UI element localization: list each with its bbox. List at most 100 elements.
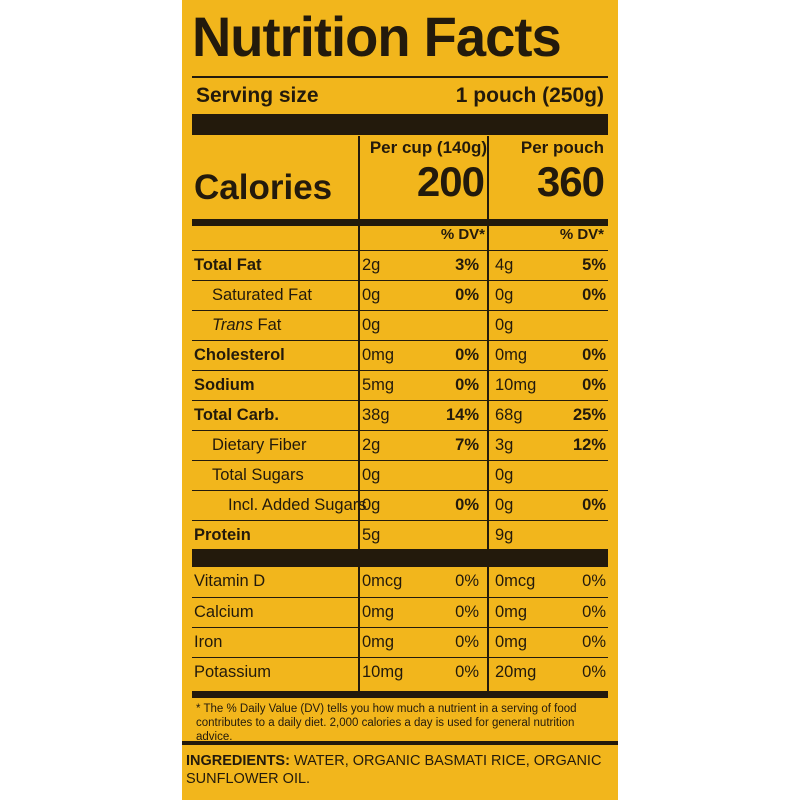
pouch-amount: 0mg bbox=[495, 633, 528, 651]
footnote-rule bbox=[192, 691, 608, 698]
nutrient-name: Total Fat bbox=[194, 256, 262, 274]
pouch-amount: 0g bbox=[495, 496, 514, 514]
trans-rest: Fat bbox=[252, 316, 282, 334]
nutrient-row-protein: Protein 5g 9g bbox=[192, 520, 608, 550]
pouch-dv: 0% bbox=[582, 572, 606, 590]
vitamin-row-iron: Iron 0mg 0% 0mg 0% bbox=[192, 627, 608, 657]
nutrient-name: Iron bbox=[194, 633, 223, 651]
pouch-dv: 0% bbox=[582, 663, 606, 681]
pouch-dv: 0% bbox=[582, 286, 606, 304]
pouch-amount: 68g bbox=[495, 406, 523, 424]
cup-amount: 38g bbox=[362, 406, 390, 424]
title-rule bbox=[192, 76, 608, 78]
cup-amount: 5mg bbox=[362, 376, 395, 394]
nutrient-name: Total Carb. bbox=[194, 406, 279, 424]
pouch-dv: 25% bbox=[572, 406, 606, 424]
nutrient-row-sodium: Sodium 5mg 0% 10mg 0% bbox=[192, 370, 608, 400]
nutrient-name: Calcium bbox=[194, 603, 254, 621]
nutrient-row-dietary-fiber: Dietary Fiber 2g 7% 3g 12% bbox=[192, 430, 608, 460]
cup-amount: 0mg bbox=[362, 346, 395, 364]
nutrient-row-trans-fat: Trans Fat 0g 0g bbox=[192, 310, 608, 340]
nutrient-row-added-sugars: Incl. Added Sugars 0g 0% 0g 0% bbox=[192, 490, 608, 520]
column-divider-left bbox=[358, 136, 360, 693]
vitamin-row-vitamin-d: Vitamin D 0mcg 0% 0mcg 0% bbox=[192, 567, 608, 597]
cup-amount: 0mcg bbox=[362, 572, 403, 590]
pouch-amount: 20mg bbox=[495, 663, 537, 681]
nutrient-row-total-fat: Total Fat 2g 3% 4g 5% bbox=[192, 250, 608, 280]
nutrient-name: Dietary Fiber bbox=[212, 436, 307, 454]
nutrient-name: Total Sugars bbox=[212, 466, 304, 484]
pouch-amount: 9g bbox=[495, 526, 514, 544]
pouch-amount: 0g bbox=[495, 466, 514, 484]
cup-dv: 0% bbox=[455, 496, 479, 514]
cup-amount: 0g bbox=[362, 316, 381, 334]
per-cup-header: Per cup (140g) bbox=[369, 138, 487, 157]
cup-dv: 0% bbox=[455, 633, 479, 651]
nutrient-row-total-carb: Total Carb. 38g 14% 68g 25% bbox=[192, 400, 608, 430]
cup-dv: 14% bbox=[445, 406, 479, 424]
nutrition-facts-title: Nutrition Facts bbox=[192, 5, 562, 68]
ingredients-list: WATER, ORGANIC BASMATI RICE, ORGANIC SUN… bbox=[186, 753, 602, 787]
ingredients-text: INGREDIENTS: WATER, ORGANIC BASMATI RICE… bbox=[186, 752, 616, 788]
nutrient-name: Incl. Added Sugars bbox=[228, 496, 367, 514]
protein-thick-rule bbox=[192, 549, 608, 567]
pouch-dv: 5% bbox=[582, 256, 606, 274]
cup-amount: 0g bbox=[362, 466, 381, 484]
pouch-dv: 12% bbox=[572, 436, 606, 454]
pouch-amount: 10mg bbox=[495, 376, 537, 394]
nutrient-name: Potassium bbox=[194, 663, 272, 681]
cup-dv: 0% bbox=[455, 346, 479, 364]
serving-thick-rule bbox=[192, 114, 608, 135]
pouch-dv: 0% bbox=[582, 633, 606, 651]
cup-amount: 0mg bbox=[362, 633, 395, 651]
cup-amount: 0mg bbox=[362, 603, 395, 621]
cup-dv: 0% bbox=[455, 376, 479, 394]
pouch-amount: 0mg bbox=[495, 346, 528, 364]
cup-dv: 0% bbox=[455, 572, 479, 590]
nutrient-name: Sodium bbox=[194, 376, 255, 394]
cup-dv: 0% bbox=[455, 286, 479, 304]
nutrient-name: Trans Fat bbox=[212, 316, 281, 335]
nutrient-name: Vitamin D bbox=[194, 572, 266, 590]
calories-per-pouch: 360 bbox=[536, 158, 605, 205]
dv-header-cup: % DV* bbox=[440, 226, 485, 243]
nutrient-row-cholesterol: Cholesterol 0mg 0% 0mg 0% bbox=[192, 340, 608, 370]
nutrient-name: Saturated Fat bbox=[212, 286, 312, 304]
pouch-amount: 3g bbox=[495, 436, 514, 454]
cup-amount: 2g bbox=[362, 256, 381, 274]
pouch-amount: 4g bbox=[495, 256, 514, 274]
nutrient-row-saturated-fat: Saturated Fat 0g 0% 0g 0% bbox=[192, 280, 608, 310]
nutrient-name: Cholesterol bbox=[194, 346, 285, 364]
serving-size-label: Serving size bbox=[196, 84, 319, 107]
trans-italic: Trans bbox=[212, 316, 253, 334]
nutrient-row-total-sugars: Total Sugars 0g 0g bbox=[192, 460, 608, 490]
pouch-dv: 0% bbox=[582, 346, 606, 364]
pouch-amount: 0g bbox=[495, 286, 514, 304]
pouch-amount: 0mcg bbox=[495, 572, 536, 590]
pouch-dv: 0% bbox=[582, 603, 606, 621]
calories-label: Calories bbox=[194, 168, 333, 207]
cup-dv: 7% bbox=[455, 436, 479, 454]
vitamin-row-potassium: Potassium 10mg 0% 20mg 0% bbox=[192, 657, 608, 687]
daily-value-footnote: * The % Daily Value (DV) tells you how m… bbox=[196, 703, 577, 743]
cup-amount: 2g bbox=[362, 436, 381, 454]
vitamin-row-calcium: Calcium 0mg 0% 0mg 0% bbox=[192, 597, 608, 627]
cup-amount: 10mg bbox=[362, 663, 404, 681]
pouch-dv: 0% bbox=[582, 496, 606, 514]
column-divider-right bbox=[487, 136, 489, 693]
nutrition-facts-panel: Nutrition Facts Serving size 1 pouch (25… bbox=[182, 0, 618, 800]
calories-rule bbox=[192, 219, 608, 226]
nutrient-name: Protein bbox=[194, 526, 251, 544]
pouch-amount: 0mg bbox=[495, 603, 528, 621]
serving-size-value: 1 pouch (250g) bbox=[455, 84, 604, 107]
ingredients-rule bbox=[182, 741, 618, 745]
dv-header-pouch: % DV* bbox=[559, 226, 604, 243]
cup-dv: 3% bbox=[455, 256, 479, 274]
per-pouch-header: Per pouch bbox=[520, 138, 604, 157]
pouch-dv: 0% bbox=[582, 376, 606, 394]
cup-amount: 0g bbox=[362, 496, 381, 514]
calories-per-cup: 200 bbox=[416, 158, 485, 205]
cup-dv: 0% bbox=[455, 663, 479, 681]
cup-dv: 0% bbox=[455, 603, 479, 621]
cup-amount: 0g bbox=[362, 286, 381, 304]
